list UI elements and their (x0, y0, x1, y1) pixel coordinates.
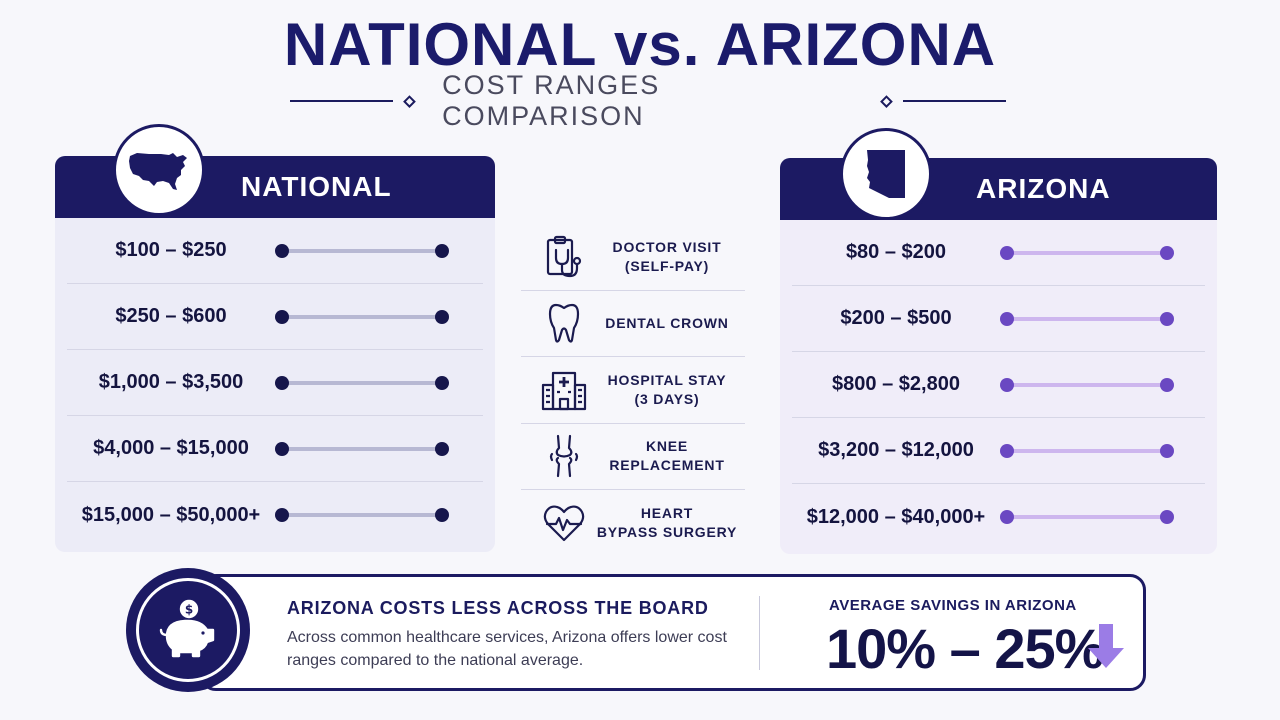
range-bar (275, 441, 449, 456)
page-title: NATIONAL vs. ARIZONA (283, 11, 997, 78)
summary-heading: ARIZONA COSTS LESS ACROSS THE BOARD (287, 598, 709, 618)
national-panel: NATIONAL $100 – $250 $250 – $600 $1,000 … (55, 124, 495, 552)
page-subtitle: COST RANGES COMPARISON (442, 70, 661, 131)
national-range: $15,000 – $50,000+ (81, 503, 261, 526)
diamond-icon (879, 94, 893, 108)
arizona-row: $3,200 – $12,000 (792, 418, 1205, 484)
usa-map-icon (113, 124, 205, 216)
svg-text:$: $ (185, 603, 193, 617)
arizona-panel-title: ARIZONA (976, 173, 1111, 204)
tooth-icon (539, 301, 589, 345)
national-row: $4,000 – $15,000 (67, 416, 483, 482)
service-item: KNEE REPLACEMENT (521, 424, 745, 490)
arizona-range: $80 – $200 (845, 241, 947, 263)
range-bar (1000, 443, 1174, 458)
arizona-range: $800 – $2,800 (832, 373, 960, 395)
service-label: HOSPITAL STAY (3 DAYS) (607, 371, 727, 407)
arizona-range: $200 – $500 (840, 307, 952, 329)
service-item: HOSPITAL STAY (3 DAYS) (521, 357, 745, 424)
range-bar (275, 309, 449, 324)
subtitle-row: COST RANGES COMPARISON (290, 70, 1006, 131)
arizona-row: $200 – $500 (792, 286, 1205, 352)
national-row: $250 – $600 (67, 284, 483, 350)
knee-joint-icon (539, 434, 589, 478)
piggy-bank-icon: $ (136, 578, 240, 682)
service-item: DENTAL CROWN (521, 291, 745, 357)
national-range: $4,000 – $15,000 (93, 437, 249, 459)
national-range: $250 – $600 (115, 305, 227, 327)
range-bar (275, 508, 449, 522)
range-bar (275, 375, 449, 390)
arizona-row: $12,000 – $40,000+ (792, 484, 1205, 550)
range-bar (1000, 311, 1174, 326)
range-bar (275, 243, 449, 258)
arizona-row: $800 – $2,800 (792, 352, 1205, 418)
piggy-bank-badge: $ (126, 568, 250, 692)
service-label: DENTAL CROWN (605, 314, 729, 331)
arizona-range: $3,200 – $12,000 (818, 439, 974, 461)
service-item: DOCTOR VISIT (SELF-PAY) (521, 224, 745, 291)
diamond-icon (403, 94, 417, 108)
national-row: $1,000 – $3,500 (67, 350, 483, 416)
national-panel-title: NATIONAL (241, 171, 392, 202)
range-bar (1000, 510, 1174, 524)
arizona-map-icon (840, 128, 932, 220)
service-label: KNEE REPLACEMENT (609, 438, 725, 474)
arizona-range: $12,000 – $40,000+ (806, 505, 986, 528)
range-bar (1000, 377, 1174, 392)
service-item: HEART BYPASS SURGERY (521, 490, 745, 557)
subtitle-rule-left (290, 100, 394, 102)
arrow-down-icon (1086, 622, 1126, 675)
clipboard-stethoscope-icon (539, 235, 589, 279)
summary-divider (759, 596, 760, 670)
service-label: DOCTOR VISIT (SELF-PAY) (612, 238, 722, 274)
arizona-row: $80 – $200 (792, 220, 1205, 286)
services-list: DOCTOR VISIT (SELF-PAY) DENTAL CROWN HOS… (521, 224, 745, 557)
summary-body: Across common healthcare services, Arizo… (287, 629, 727, 669)
arizona-panel: ARIZONA $80 – $200 $200 – $500 $800 – $2… (780, 128, 1217, 554)
national-range: $1,000 – $3,500 (98, 371, 244, 393)
subtitle-rule-right (902, 100, 1006, 102)
heart-pulse-icon (539, 501, 589, 545)
range-bar (1000, 245, 1174, 260)
national-row: $100 – $250 (67, 218, 483, 284)
savings-value: 10% – 25% (826, 617, 1104, 680)
savings-label: AVERAGE SAVINGS IN ARIZONA (829, 597, 1077, 614)
hospital-icon (539, 368, 589, 412)
national-row: $15,000 – $50,000+ (67, 482, 483, 548)
service-label: HEART BYPASS SURGERY (596, 505, 738, 541)
national-range: $100 – $250 (115, 239, 227, 261)
